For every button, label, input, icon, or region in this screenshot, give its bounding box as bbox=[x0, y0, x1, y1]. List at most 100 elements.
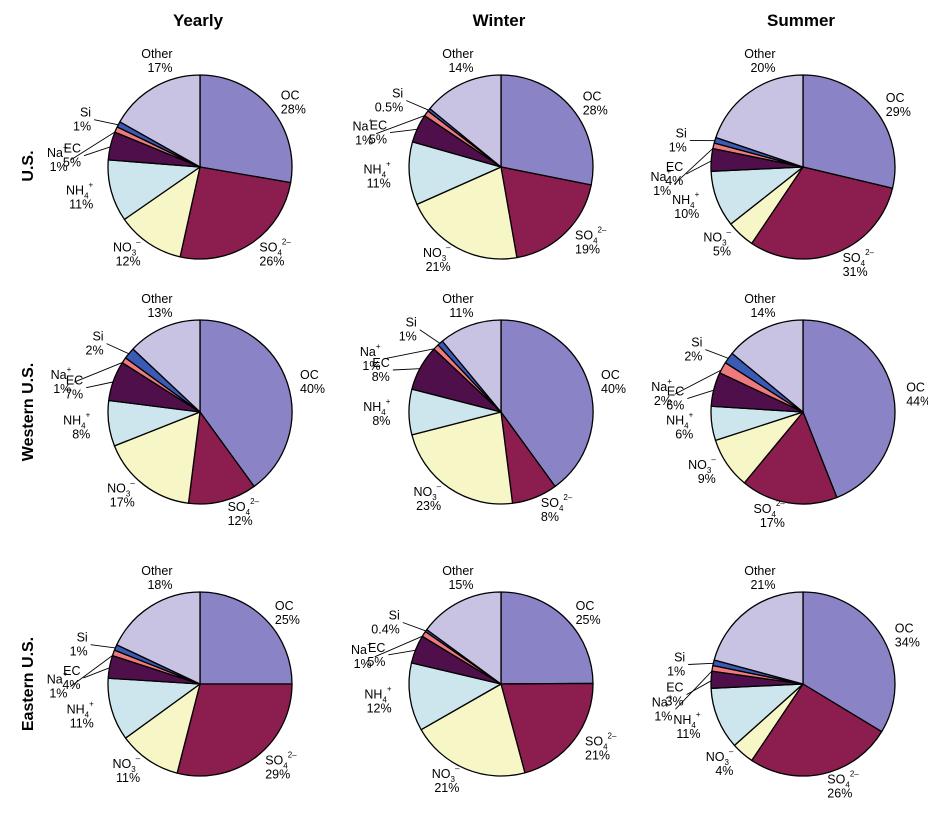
row-titles: U.S. Western U.S. Eastern U.S. bbox=[20, 150, 37, 731]
slice-name-superscript: – bbox=[711, 455, 716, 464]
slice-name-subscript: 4 bbox=[684, 422, 689, 431]
pie-slice-other bbox=[132, 319, 201, 413]
pie-labels: OC44%SO42–17%NO3–9%NH4+6%EC6%Na+2%Si2%Ot… bbox=[651, 292, 928, 530]
slice-name-superscript: + bbox=[89, 180, 94, 189]
slice-name-subscript: 4 bbox=[85, 710, 90, 719]
slice-name-subscript: 3 bbox=[722, 239, 727, 248]
slice-name-si: Si bbox=[674, 651, 685, 665]
leader-line-na bbox=[673, 145, 716, 185]
row-title-eastern-us: Eastern U.S. bbox=[20, 637, 37, 731]
slice-name-ec: EC bbox=[64, 142, 81, 156]
slice-name-text: NO bbox=[432, 767, 451, 781]
pie-slice-so4 bbox=[751, 166, 894, 260]
slice-name-text: SO bbox=[228, 500, 246, 514]
pie-slice-no3 bbox=[123, 166, 201, 258]
slice-percent-si: 2% bbox=[684, 350, 702, 364]
slice-percent-other: 11% bbox=[449, 306, 473, 320]
slice-name-superscript: 2– bbox=[282, 238, 291, 247]
slice-name-superscript: 2– bbox=[563, 493, 572, 502]
slice-name-superscript: 2– bbox=[608, 731, 617, 740]
slice-name-nh4: NH4+ bbox=[363, 397, 391, 417]
slice-percent-oc: 29% bbox=[886, 105, 911, 119]
slice-name-ec: EC bbox=[666, 681, 683, 695]
slice-percent-ec: 4% bbox=[62, 678, 80, 692]
leader-line-si bbox=[94, 119, 121, 126]
slice-name-text: EC bbox=[66, 374, 83, 388]
slice-percent-ec: 4% bbox=[665, 174, 683, 188]
slice-percent-oc: 34% bbox=[895, 635, 920, 649]
slice-percent-oc: 40% bbox=[601, 382, 626, 396]
slice-name-superscript: – bbox=[136, 238, 141, 247]
slice-percent-so4: 26% bbox=[827, 787, 852, 801]
slice-name-text: SO bbox=[753, 502, 771, 516]
slice-name-oc: OC bbox=[601, 368, 620, 382]
slice-name-text: Si bbox=[691, 336, 702, 350]
slice-name-text: Si bbox=[92, 330, 103, 344]
leader-line-na bbox=[675, 668, 715, 710]
slice-name-text: EC bbox=[63, 664, 80, 678]
slice-percent-no3: 17% bbox=[110, 495, 135, 509]
slice-percent-nh4: 12% bbox=[367, 702, 392, 716]
slice-name-superscript: + bbox=[695, 190, 700, 199]
slice-percent-so4: 12% bbox=[228, 514, 253, 528]
leader-line-ec bbox=[686, 159, 714, 175]
pie-western-u-s-winter: OC40%SO42–8%NO3–23%NH4+8%EC8%Na+1%Si1%Ot… bbox=[360, 292, 626, 524]
slice-name-superscript: 2– bbox=[865, 248, 874, 257]
slice-name-superscript: + bbox=[667, 377, 672, 386]
row-title-western-us: Western U.S. bbox=[20, 363, 37, 461]
slice-name-superscript: – bbox=[455, 764, 460, 773]
pie-labels: OC40%SO42–8%NO3–23%NH4+8%EC8%Na+1%Si1%Ot… bbox=[360, 292, 626, 524]
slice-name-other: Other bbox=[442, 47, 473, 61]
slice-percent-oc: 28% bbox=[281, 103, 306, 117]
pie-slice-oc bbox=[802, 74, 896, 189]
pie-slice-so4 bbox=[179, 166, 292, 260]
slice-name-superscript: + bbox=[696, 710, 701, 719]
leader-line-si bbox=[406, 100, 431, 112]
slice-name-text: Other bbox=[442, 47, 473, 61]
pie-slice-no3 bbox=[416, 166, 518, 260]
slice-name-na: Na+ bbox=[652, 692, 673, 709]
slice-name-ec: EC bbox=[63, 664, 80, 678]
pie-slice-so4 bbox=[187, 411, 255, 505]
slice-percent-so4: 19% bbox=[575, 243, 600, 257]
slice-name-superscript: + bbox=[63, 670, 68, 679]
slice-name-text: Other bbox=[744, 564, 775, 578]
slice-name-text: Si bbox=[676, 126, 687, 140]
pie-slice-other bbox=[715, 74, 804, 168]
column-title-winter: Winter bbox=[473, 11, 526, 30]
slice-name-superscript: + bbox=[386, 397, 391, 406]
slice-percent-nh4: 6% bbox=[675, 428, 693, 442]
slice-name-subscript: 3 bbox=[707, 466, 712, 475]
slice-name-text: SO bbox=[843, 251, 861, 265]
slice-percent-ec: 6% bbox=[666, 399, 684, 413]
slice-name-text: SO bbox=[541, 496, 559, 510]
slice-name-other: Other bbox=[141, 564, 172, 578]
slice-name-subscript: 4 bbox=[382, 171, 387, 180]
slice-name-nh4: NH4+ bbox=[63, 411, 91, 431]
slice-name-oc: OC bbox=[895, 621, 914, 635]
slice-name-subscript: 4 bbox=[84, 191, 89, 200]
slice-name-text: Si bbox=[389, 609, 400, 623]
slice-name-text: EC bbox=[666, 160, 683, 174]
slice-percent-si: 1% bbox=[667, 665, 685, 679]
slice-percent-other: 14% bbox=[448, 61, 473, 75]
slice-name-text: EC bbox=[372, 356, 389, 370]
slice-name-subscript: 4 bbox=[283, 761, 288, 770]
pie-slice-so4 bbox=[500, 682, 594, 774]
slice-name-nh4: NH4+ bbox=[673, 710, 701, 730]
pie-slice-so4 bbox=[176, 683, 293, 777]
slice-name-si: Si bbox=[392, 87, 403, 101]
pie-slice-nh4 bbox=[408, 662, 502, 731]
slice-percent-other: 14% bbox=[750, 306, 775, 320]
column-title-summer: Summer bbox=[767, 11, 835, 30]
slice-percent-si: 1% bbox=[669, 140, 687, 154]
slice-name-text: Si bbox=[406, 316, 417, 330]
slice-name-subscript: 4 bbox=[772, 510, 777, 519]
slice-percent-na: 1% bbox=[354, 657, 372, 671]
slice-name-text: NO bbox=[423, 246, 442, 260]
slice-percent-si: 0.5% bbox=[375, 101, 404, 115]
slice-name-text: NH bbox=[63, 414, 81, 428]
slice-name-subscript: 4 bbox=[381, 408, 386, 417]
slice-name-ec: EC bbox=[66, 374, 83, 388]
slice-name-text: NH bbox=[364, 688, 382, 702]
